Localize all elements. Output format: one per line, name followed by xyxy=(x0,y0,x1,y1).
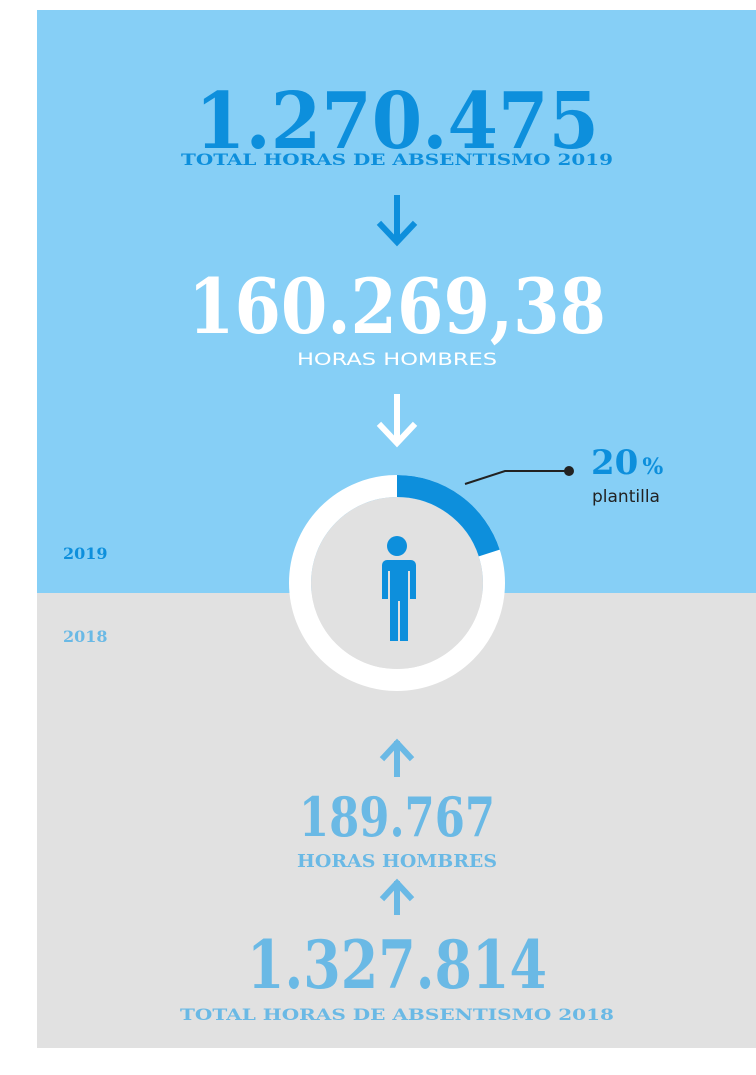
year-2018: 2018 xyxy=(63,627,108,646)
donut-caption: plantilla xyxy=(592,487,660,507)
arrow-up xyxy=(379,878,415,915)
men-hours-2018: 189.767 xyxy=(299,785,495,849)
total-2018: 1.327.814 xyxy=(247,926,547,1004)
donut-unit: % xyxy=(642,454,663,480)
arrow-down xyxy=(376,195,418,247)
arrow-down xyxy=(376,394,418,448)
men-hours-2019-label: HORAS HOMBRES xyxy=(297,350,497,370)
donut-value-text: 20% xyxy=(591,443,663,483)
total-2018-label: TOTAL HORAS DE ABSENTISMO 2018 xyxy=(180,1005,614,1024)
year-2019: 2019 xyxy=(63,544,108,563)
men-hours-2018-label: HORAS HOMBRES xyxy=(297,851,497,872)
total-2019: 1.270.475 xyxy=(195,76,599,167)
donut-value: 20 xyxy=(591,443,638,483)
callout-line xyxy=(464,470,569,485)
arrow-up xyxy=(379,738,415,777)
callout-dot xyxy=(564,466,574,476)
men-hours-2019: 160.269,38 xyxy=(188,262,606,351)
total-2019-label: TOTAL HORAS DE ABSENTISMO 2019 xyxy=(181,150,613,169)
donut-segment xyxy=(396,475,500,557)
person-icon xyxy=(382,536,416,641)
